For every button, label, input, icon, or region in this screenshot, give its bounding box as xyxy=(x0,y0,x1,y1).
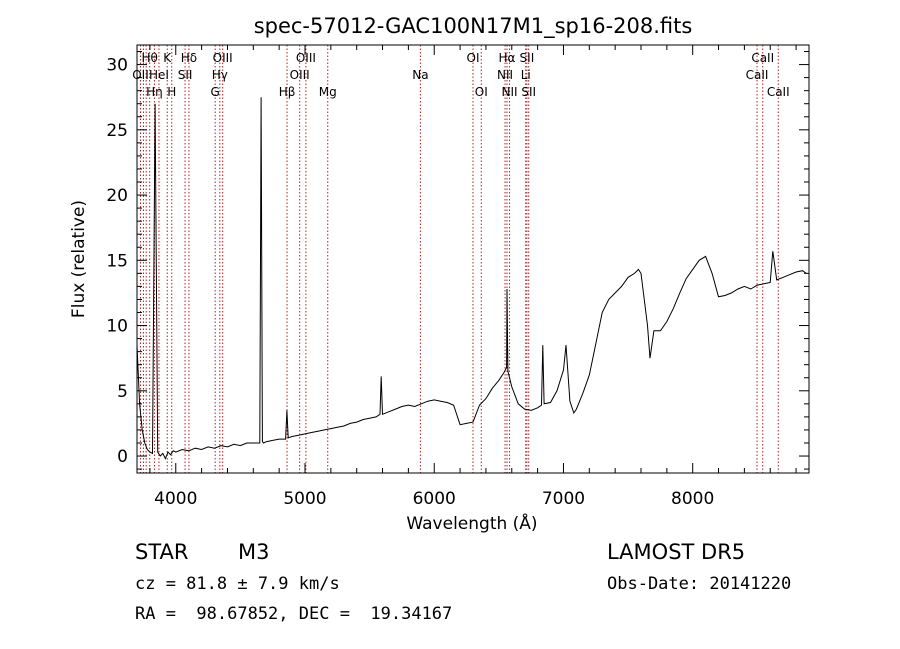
chart-title: spec-57012-GAC100N17M1_sp16-208.fits xyxy=(254,14,693,39)
line-marker-label-4: Hη xyxy=(146,85,163,99)
y-tick-label-3: 15 xyxy=(106,251,128,271)
x-axis-label: Wavelength (Å) xyxy=(406,512,537,534)
line-marker-label-15: OIII xyxy=(296,51,316,65)
line-marker-label-27: CaII xyxy=(751,51,774,65)
line-marker-label-26: CaII xyxy=(746,68,769,82)
line-marker-label-23: Li xyxy=(521,68,531,82)
observation-date: Obs-Date: 20141220 xyxy=(607,574,792,594)
y-tick-label-6: 30 xyxy=(106,56,128,76)
survey-name: LAMOST DR5 xyxy=(607,540,746,564)
y-tick-label-4: 20 xyxy=(106,186,128,206)
object-subclass: M3 xyxy=(238,540,270,564)
line-marker-label-8: SII xyxy=(178,68,193,82)
x-tick-label-4: 8000 xyxy=(671,489,714,509)
line-marker-label-11: Hγ xyxy=(212,68,228,82)
line-marker-label-24: SII xyxy=(520,51,535,65)
line-marker-label-13: Hβ xyxy=(279,85,296,99)
line-marker-label-21: Hα xyxy=(499,51,516,65)
line-markers xyxy=(139,45,779,473)
line-marker-label-5: HeI xyxy=(149,68,169,82)
line-marker-label-14: OIII xyxy=(290,68,310,82)
line-marker-label-0: OII xyxy=(132,68,149,82)
y-tick-label-0: 0 xyxy=(117,447,128,467)
redshift-velocity: cz = 81.8 ± 7.9 km/s xyxy=(135,574,340,594)
line-marker-label-16: Mg xyxy=(319,85,337,99)
object-class: STAR xyxy=(135,540,189,564)
x-tick-label-1: 5000 xyxy=(283,489,326,509)
spectrum-line xyxy=(136,97,807,460)
x-tick-label-2: 6000 xyxy=(413,489,456,509)
line-marker-labels: OIIHθHηHeIKHSIIHδGHγOIIIHβOIIIOIIIMgNaOI… xyxy=(132,51,789,99)
y-tick-label-1: 5 xyxy=(117,382,128,402)
line-marker-label-22: NII xyxy=(502,85,518,99)
x-tick-label-0: 4000 xyxy=(154,489,197,509)
line-marker-label-25: SII xyxy=(521,85,536,99)
y-tick-label-2: 10 xyxy=(106,317,128,337)
line-marker-label-7: H xyxy=(167,85,176,99)
line-marker-label-9: Hδ xyxy=(181,51,197,65)
line-marker-label-17: Na xyxy=(412,68,428,82)
x-axis: 4000 5000 6000 7000 8000 xyxy=(149,45,797,509)
line-marker-label-10: G xyxy=(211,85,220,99)
coordinates: RA = 98.67852, DEC = 19.34167 xyxy=(135,604,453,624)
y-axis-label: Flux (relative) xyxy=(69,200,89,318)
y-axis: 0 5 10 15 20 25 30 xyxy=(106,51,809,470)
plot-frame xyxy=(136,44,810,474)
line-marker-label-3: Hθ xyxy=(141,51,157,65)
line-marker-label-18: OI xyxy=(467,51,480,65)
y-tick-label-5: 25 xyxy=(106,121,128,141)
line-marker-label-19: OI xyxy=(475,85,488,99)
line-marker-label-28: CaII xyxy=(767,85,790,99)
line-marker-label-6: K xyxy=(163,51,172,65)
line-marker-label-20: NII xyxy=(497,68,513,82)
x-tick-label-3: 7000 xyxy=(542,489,585,509)
line-marker-label-12: OIII xyxy=(213,51,233,65)
